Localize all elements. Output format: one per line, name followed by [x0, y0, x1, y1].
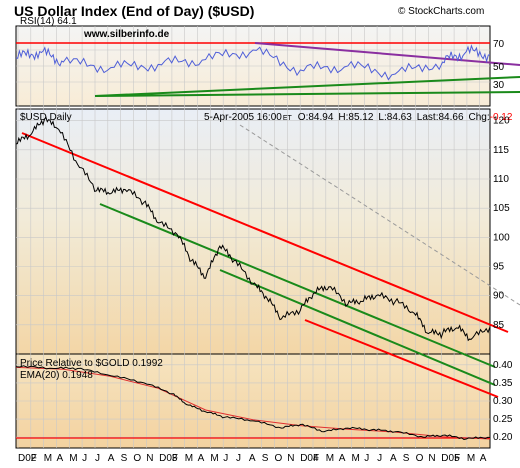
x-axis-label: M [352, 453, 360, 464]
x-axis-label: A [198, 453, 205, 464]
source-label: © StockCharts.com [398, 6, 484, 17]
green-channel-upper [99, 203, 496, 368]
x-axis-label: A [480, 453, 487, 464]
price-tick-labels: 120 115 110 105 100 95 90 85 [493, 116, 510, 331]
ema-label: EMA(20) 0.1948 [20, 370, 93, 381]
x-axis-label: A [57, 453, 64, 464]
x-axis-label: M [185, 453, 193, 464]
rsi-tick-30: 30 [493, 80, 505, 91]
x-axis-label: A [339, 453, 346, 464]
x-axis-label: S [121, 453, 128, 464]
red-channel-upper [21, 132, 509, 333]
price-tick: 85 [493, 320, 505, 331]
info-open: O:84.94 [298, 112, 334, 123]
price-tick: 115 [493, 145, 509, 156]
price-tick: 120 [493, 116, 510, 127]
x-axis-label: M [44, 453, 52, 464]
x-axis-label: J [82, 453, 87, 464]
x-axis-label: J [95, 453, 100, 464]
x-axis-label: N [146, 453, 153, 464]
x-axis-label: O [416, 453, 424, 464]
rsi-value: 64.1 [57, 16, 77, 27]
price-gridlines [16, 120, 490, 326]
rsi-green-trendline-lower [94, 91, 520, 97]
x-axis-label: M [467, 453, 475, 464]
x-axis-label: F [172, 453, 178, 464]
rsi-tick-50: 50 [493, 62, 505, 73]
watermark-text: www.silberinfo.de [83, 29, 170, 40]
x-axis-label: O [275, 453, 283, 464]
ratio-tick: 0.20 [493, 432, 513, 443]
ratio-series-line [15, 365, 490, 441]
rsi-label: RSI(14) 64.1 [20, 16, 77, 27]
x-axis-label: N [428, 453, 435, 464]
x-axis-label: M [69, 453, 77, 464]
rsi-purple-trendline [254, 42, 520, 66]
x-axis-label: A [390, 453, 397, 464]
info-date: 5-Apr-2005 16:00 [204, 112, 282, 123]
x-axis-label: A [108, 453, 115, 464]
price-tick: 100 [493, 232, 510, 243]
x-axis-label: S [403, 453, 410, 464]
x-axis-label: A [249, 453, 256, 464]
ratio-tick: 0.40 [493, 360, 513, 371]
price-tick: 95 [493, 262, 505, 273]
x-axis-label: D05 [441, 453, 460, 464]
x-axis-label: O [133, 453, 141, 464]
info-chg-label: Chg: [469, 112, 490, 123]
info-chg-value: -0.12 [490, 112, 513, 123]
info-high: H:85.12 [338, 112, 373, 123]
x-axis-label: J [223, 453, 228, 464]
chart-title: US Dollar Index (End of Day) ($USD) [14, 3, 254, 19]
x-axis-label: F [454, 453, 460, 464]
vertical-gridlines [17, 26, 481, 448]
ratio-tick: 0.35 [493, 378, 513, 389]
x-axis-label: M [210, 453, 218, 464]
x-axis-label: J [364, 453, 369, 464]
green-channel-lower [219, 269, 496, 386]
x-axis-label: F [313, 453, 319, 464]
ratio-gridlines [16, 364, 490, 438]
info-tz: ET [283, 115, 293, 122]
price-panel [15, 108, 491, 355]
rsi-green-trendline-upper [94, 76, 520, 97]
x-axis-label: J [236, 453, 241, 464]
ema-series-line [15, 366, 491, 440]
info-last: Last:84.66 [417, 112, 464, 123]
x-axis-label: F [31, 453, 37, 464]
price-series-line [15, 116, 491, 342]
ratio-label: Price Relative to $GOLD 0.1992 [20, 358, 163, 369]
red-channel-lower [304, 319, 499, 398]
ratio-tick: 0.30 [493, 396, 513, 407]
ratio-tick: 0.25 [493, 414, 513, 425]
x-axis-label: N [287, 453, 294, 464]
price-tick: 90 [493, 291, 505, 302]
rsi-name: RSI(14) [20, 16, 54, 27]
x-axis-label: D04 [300, 453, 319, 464]
ratio-tick-labels: 0.40 0.35 0.30 0.25 0.20 [493, 360, 513, 443]
x-axis-label: J [377, 453, 382, 464]
x-axis-label: M [326, 453, 334, 464]
price-tick: 105 [493, 203, 510, 214]
price-info-text: 5-Apr-2005 16:00ET O:84.94 H:85.12 L:84.63 L… [204, 112, 513, 123]
info-low: L:84.63 [378, 112, 412, 123]
x-axis-label: D02 [18, 453, 37, 464]
price-tick: 110 [493, 174, 509, 185]
rsi-series-line [15, 44, 491, 81]
x-axis-label: S [262, 453, 269, 464]
x-axis-label: D03 [159, 453, 178, 464]
rsi-tick-70: 70 [493, 39, 505, 50]
